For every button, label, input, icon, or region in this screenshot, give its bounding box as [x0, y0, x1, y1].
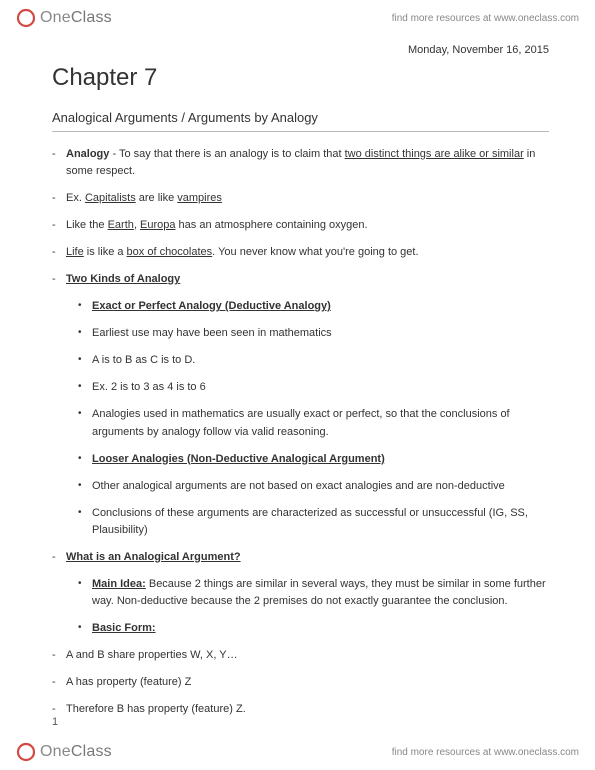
- list-item: What is an Analogical Argument? Main Ide…: [52, 549, 549, 637]
- list-item: Analogy - To say that there is an analog…: [52, 146, 549, 180]
- brand-circle-icon: [16, 8, 36, 28]
- list-item: A is to B as C is to D.: [78, 352, 549, 369]
- list-item: Life is like a box of chocolates. You ne…: [52, 244, 549, 261]
- page-content: Monday, November 16, 2015 Chapter 7 Anal…: [52, 44, 549, 728]
- section-title: Analogical Arguments / Arguments by Anal…: [52, 110, 549, 125]
- list-item: Ex. 2 is to 3 as 4 is to 6: [78, 379, 549, 396]
- resources-link-top[interactable]: find more resources at www.oneclass.com: [392, 13, 579, 24]
- resources-link-bottom[interactable]: find more resources at www.oneclass.com: [392, 747, 579, 758]
- list-item: A and B share properties W, X, Y…: [52, 647, 549, 664]
- list-item: Basic Form:: [78, 620, 549, 637]
- list-item: Therefore B has property (feature) Z.: [52, 701, 549, 718]
- list-item: Two Kinds of Analogy Exact or Perfect An…: [52, 271, 549, 539]
- footer-bar: OneClass find more resources at www.onec…: [0, 734, 595, 770]
- page-number: 1: [52, 716, 58, 728]
- notes-list: Analogy - To say that there is an analog…: [52, 146, 549, 718]
- header-bar: OneClass find more resources at www.onec…: [0, 0, 595, 36]
- list-item: Earliest use may have been seen in mathe…: [78, 325, 549, 342]
- brand-logo-footer: OneClass: [16, 742, 112, 762]
- chapter-title: Chapter 7: [52, 64, 549, 92]
- list-item: Ex. Capitalists are like vampires: [52, 190, 549, 207]
- section-divider: [52, 131, 549, 132]
- list-item: Looser Analogies (Non-Deductive Analogic…: [78, 451, 549, 468]
- list-item: A has property (feature) Z: [52, 674, 549, 691]
- list-item: Exact or Perfect Analogy (Deductive Anal…: [78, 298, 549, 315]
- list-item: Main Idea: Because 2 things are similar …: [78, 576, 549, 610]
- list-item: Like the Earth, Europa has an atmosphere…: [52, 217, 549, 234]
- list-item: Analogies used in mathematics are usuall…: [78, 406, 549, 440]
- document-date: Monday, November 16, 2015: [52, 44, 549, 56]
- list-item: Conclusions of these arguments are chara…: [78, 505, 549, 539]
- brand-name-footer: OneClass: [40, 743, 112, 761]
- brand-name: OneClass: [40, 9, 112, 27]
- brand-circle-icon: [16, 742, 36, 762]
- list-item: Other analogical arguments are not based…: [78, 478, 549, 495]
- brand-logo: OneClass: [16, 8, 112, 28]
